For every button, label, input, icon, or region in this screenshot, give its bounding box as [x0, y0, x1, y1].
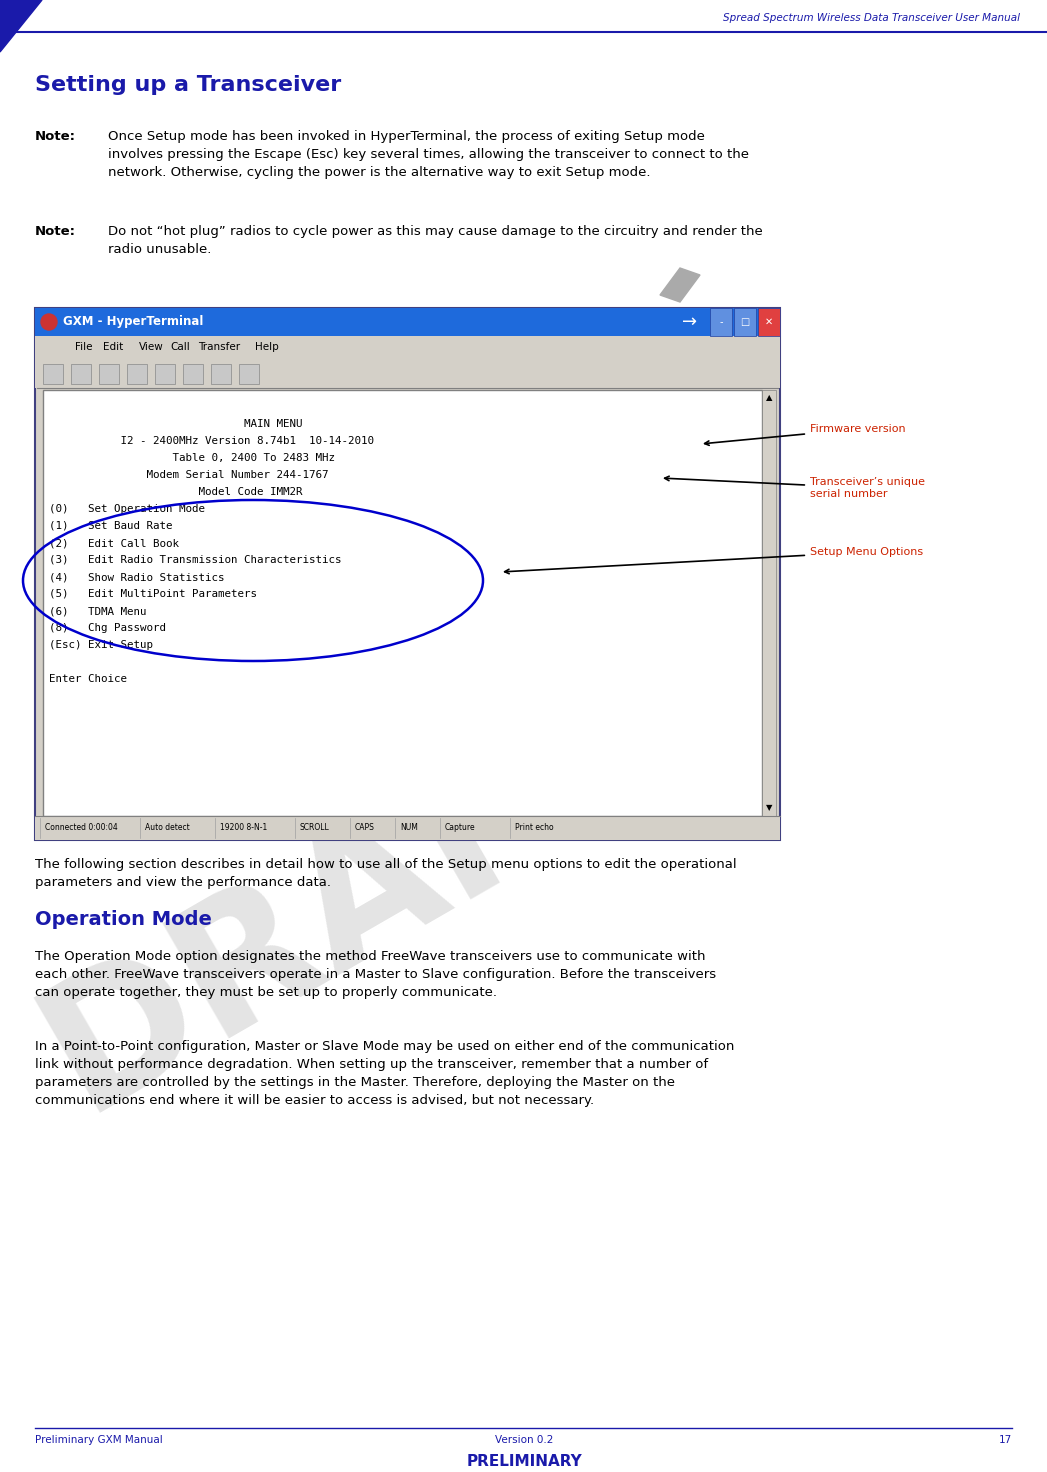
Text: NUM: NUM [400, 823, 418, 833]
Text: Enter Choice: Enter Choice [49, 674, 127, 684]
Polygon shape [660, 268, 700, 302]
Text: -: - [719, 316, 722, 327]
Bar [43, 390, 762, 815]
Text: Setting up a Transceiver: Setting up a Transceiver [35, 75, 341, 96]
Text: (5)   Edit MultiPoint Parameters: (5) Edit MultiPoint Parameters [49, 589, 257, 599]
Text: Help: Help [255, 342, 279, 352]
Text: CAPS: CAPS [355, 823, 375, 833]
Text: Auto detect: Auto detect [144, 823, 190, 833]
Text: ▲: ▲ [765, 393, 773, 402]
Text: DRAFT: DRAFT [14, 655, 687, 1145]
Text: involves pressing the Escape (Esc) key several times, allowing the transceiver t: involves pressing the Escape (Esc) key s… [108, 149, 749, 160]
Text: Note:: Note: [35, 130, 76, 143]
Bar [155, 364, 175, 384]
Bar [710, 308, 732, 336]
Text: (0)   Set Operation Mode: (0) Set Operation Mode [49, 503, 205, 514]
Text: (6)   TDMA Menu: (6) TDMA Menu [49, 606, 147, 615]
Bar [99, 364, 119, 384]
Bar [758, 308, 780, 336]
Text: SCROLL: SCROLL [300, 823, 330, 833]
Bar [43, 364, 63, 384]
Text: Connected 0:00:04: Connected 0:00:04 [45, 823, 117, 833]
Text: (3)   Edit Radio Transmission Characteristics: (3) Edit Radio Transmission Characterist… [49, 555, 341, 565]
Text: Setup Menu Options: Setup Menu Options [505, 548, 923, 574]
Text: The following section describes in detail how to use all of the Setup menu optio: The following section describes in detai… [35, 858, 737, 871]
Text: Table 0, 2400 To 2483 MHz: Table 0, 2400 To 2483 MHz [49, 453, 335, 464]
Text: (8)   Chg Password: (8) Chg Password [49, 623, 166, 633]
Bar [211, 364, 231, 384]
Text: File: File [75, 342, 92, 352]
Bar [127, 364, 147, 384]
Text: Print echo: Print echo [515, 823, 554, 833]
Text: Model Code IMM2R: Model Code IMM2R [49, 487, 303, 498]
Text: ✕: ✕ [765, 316, 773, 327]
Bar [35, 358, 780, 389]
Bar [35, 815, 780, 841]
Text: In a Point-to-Point configuration, Master or Slave Mode may be used on either en: In a Point-to-Point configuration, Maste… [35, 1041, 734, 1052]
Text: (2)   Edit Call Book: (2) Edit Call Book [49, 537, 179, 548]
Text: 19200 8-N-1: 19200 8-N-1 [220, 823, 267, 833]
Text: Capture: Capture [445, 823, 475, 833]
Text: PRELIMINARY: PRELIMINARY [466, 1454, 582, 1469]
Text: ▼: ▼ [765, 804, 773, 813]
Text: Preliminary GXM Manual: Preliminary GXM Manual [35, 1435, 162, 1446]
Bar [183, 364, 203, 384]
Text: Spread Spectrum Wireless Data Transceiver User Manual: Spread Spectrum Wireless Data Transceive… [723, 13, 1020, 24]
Text: network. Otherwise, cycling the power is the alternative way to exit Setup mode.: network. Otherwise, cycling the power is… [108, 166, 650, 180]
Text: 17: 17 [999, 1435, 1012, 1446]
Text: □: □ [740, 316, 750, 327]
Text: I2 - 2400MHz Version 8.74b1  10-14-2010: I2 - 2400MHz Version 8.74b1 10-14-2010 [49, 436, 374, 446]
Text: (4)   Show Radio Statistics: (4) Show Radio Statistics [49, 573, 224, 581]
Text: parameters and view the performance data.: parameters and view the performance data… [35, 876, 331, 889]
Text: parameters are controlled by the settings in the Master. Therefore, deploying th: parameters are controlled by the setting… [35, 1076, 675, 1089]
Text: (Esc) Exit Setup: (Esc) Exit Setup [49, 640, 153, 651]
Text: each other. FreeWave transceivers operate in a Master to Slave configuration. Be: each other. FreeWave transceivers operat… [35, 969, 716, 980]
Text: (1)   Set Baud Rate: (1) Set Baud Rate [49, 521, 173, 531]
Text: MAIN MENU: MAIN MENU [49, 420, 303, 428]
Text: Call: Call [170, 342, 190, 352]
Text: Transceiver’s unique
serial number: Transceiver’s unique serial number [665, 477, 925, 499]
Text: Note:: Note: [35, 225, 76, 238]
Bar [239, 364, 259, 384]
Bar [35, 336, 780, 358]
Text: Edit: Edit [103, 342, 124, 352]
Text: Transfer: Transfer [198, 342, 240, 352]
Bar [35, 308, 780, 336]
Text: Do not “hot plug” radios to cycle power as this may cause damage to the circuitr: Do not “hot plug” radios to cycle power … [108, 225, 763, 238]
Polygon shape [0, 0, 42, 52]
Bar [734, 308, 756, 336]
Text: radio unusable.: radio unusable. [108, 243, 211, 256]
Text: View: View [139, 342, 163, 352]
Bar [71, 364, 91, 384]
Text: can operate together, they must be set up to properly communicate.: can operate together, they must be set u… [35, 986, 497, 999]
Text: The Operation Mode option designates the method FreeWave transceivers use to com: The Operation Mode option designates the… [35, 949, 706, 963]
Text: link without performance degradation. When setting up the transceiver, remember : link without performance degradation. Wh… [35, 1058, 708, 1072]
Text: Modem Serial Number 244-1767: Modem Serial Number 244-1767 [49, 470, 329, 480]
Text: Operation Mode: Operation Mode [35, 910, 211, 929]
Bar [762, 390, 776, 815]
Bar [35, 308, 780, 841]
Text: →: → [683, 314, 697, 331]
Circle shape [41, 314, 57, 330]
Text: communications end where it will be easier to access is advised, but not necessa: communications end where it will be easi… [35, 1094, 594, 1107]
Text: Version 0.2: Version 0.2 [495, 1435, 553, 1446]
Text: Firmware version: Firmware version [705, 424, 906, 446]
Text: GXM - HyperTerminal: GXM - HyperTerminal [63, 315, 203, 328]
Text: Once Setup mode has been invoked in HyperTerminal, the process of exiting Setup : Once Setup mode has been invoked in Hype… [108, 130, 705, 143]
